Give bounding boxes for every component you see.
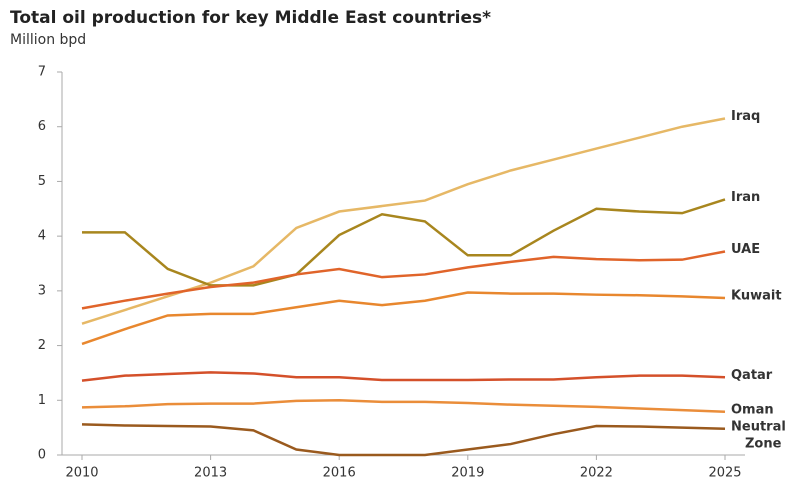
series-label: Iraq: [731, 109, 760, 124]
y-tick-label: 0: [38, 448, 46, 463]
series-label: UAE: [731, 242, 760, 257]
y-tick-label: 5: [38, 174, 46, 189]
series-label: Iran: [731, 190, 760, 205]
series-label: Kuwait: [731, 288, 782, 303]
series-label: Neutral Zone: [731, 419, 786, 451]
series-line: [82, 198, 726, 287]
y-tick-label: 7: [38, 65, 46, 80]
series-label: Qatar: [731, 368, 773, 383]
series-line: [81, 250, 726, 310]
series-line: [81, 291, 726, 346]
series-label: Oman: [731, 402, 774, 417]
y-tick-label: 3: [38, 283, 46, 298]
x-tick-label: 2016: [323, 466, 356, 481]
x-tick-label: 2025: [708, 466, 741, 481]
y-tick-label: 2: [38, 338, 46, 353]
series-line: [81, 371, 726, 382]
y-tick-label: 4: [38, 229, 46, 244]
series-line: [81, 399, 726, 414]
y-tick-label: 6: [38, 119, 46, 134]
chart-title: Total oil production for key Middle East…: [10, 8, 491, 28]
series-line: [81, 423, 726, 457]
x-tick-label: 2019: [451, 466, 484, 481]
chart-subtitle: Million bpd: [10, 32, 86, 48]
y-tick-label: 1: [38, 393, 46, 408]
x-tick-label: 2010: [65, 466, 98, 481]
x-tick-label: 2022: [580, 466, 613, 481]
x-tick-label: 2013: [194, 466, 227, 481]
